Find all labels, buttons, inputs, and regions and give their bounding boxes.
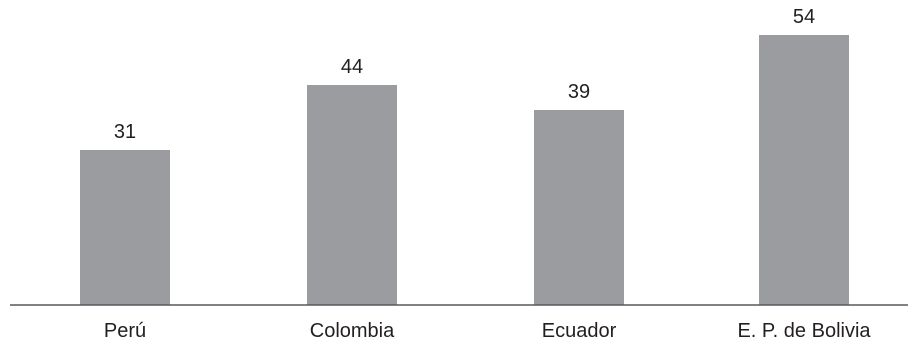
x-tick-label-4: E. P. de Bolivia [737,320,871,342]
bar-1 [80,150,170,305]
data-label-4: 54 [793,6,815,28]
bars-group [80,35,849,305]
data-label-2: 44 [341,56,363,78]
x-tick-label-1: Perú [104,320,146,342]
x-tick-label-2: Colombia [310,320,395,342]
data-label-1: 31 [114,121,136,143]
bar-3 [534,110,624,305]
data-labels-group: 31 44 39 54 [114,6,815,143]
bar-4 [759,35,849,305]
bar-2 [307,85,397,305]
data-label-3: 39 [568,81,590,103]
x-tick-label-3: Ecuador [542,320,617,342]
x-tick-labels-group: Perú Colombia Ecuador E. P. de Bolivia [104,320,872,342]
